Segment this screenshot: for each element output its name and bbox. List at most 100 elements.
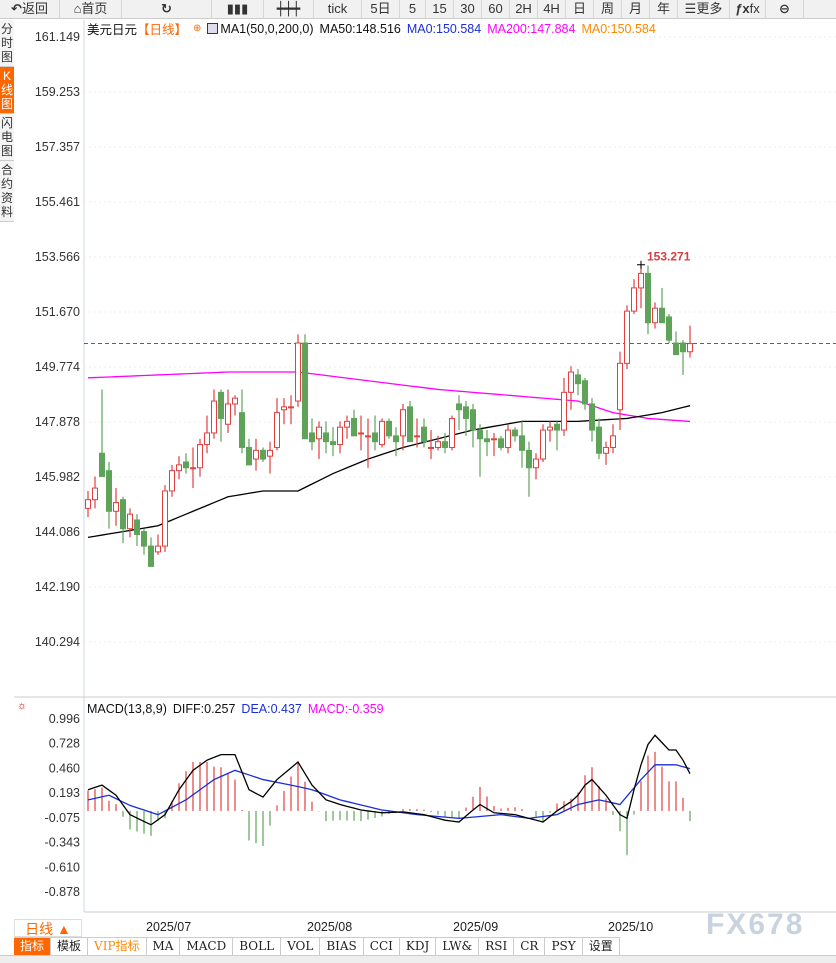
candle-up xyxy=(400,409,406,437)
toolbar-button-更多[interactable]: ☰更多 xyxy=(678,0,730,19)
candle-down xyxy=(442,441,448,448)
toolbar-button-60[interactable]: 60 xyxy=(482,0,510,19)
indicator-tab[interactable]: 模板 xyxy=(51,938,89,956)
side-tabs: 分时图 K线图 闪电图 合约资料 xyxy=(0,20,14,222)
period-label: 【日线】 xyxy=(137,23,188,37)
indicator-tab[interactable]: BOLL xyxy=(233,938,282,956)
toolbar-button-2H[interactable]: 2H xyxy=(510,0,538,19)
indicator-tab[interactable]: 指标 xyxy=(14,938,52,956)
candle-up xyxy=(211,400,217,434)
dea-line xyxy=(87,764,691,819)
candle-down xyxy=(386,420,392,437)
candle-down xyxy=(372,432,378,443)
high-marker-icon xyxy=(637,260,645,269)
candle-up xyxy=(204,432,210,446)
candle-down xyxy=(659,307,665,324)
side-tab[interactable]: 闪电图 xyxy=(0,114,14,161)
toolbar-button-周[interactable]: 周 xyxy=(594,0,622,19)
candle-up xyxy=(288,406,294,409)
indicator-tab[interactable]: CR xyxy=(514,938,546,956)
toolbar-button-返回[interactable]: ↶返回 xyxy=(0,0,60,19)
candle-down xyxy=(666,316,672,341)
candle-up xyxy=(365,435,371,438)
candle-up xyxy=(561,391,567,431)
candle-down xyxy=(680,342,686,353)
candle-up xyxy=(295,342,301,402)
candle-up xyxy=(337,426,343,446)
candle-down xyxy=(393,435,399,443)
bar-chart-icon: ▮▮▮ xyxy=(226,1,249,16)
toolbar-label: 4H xyxy=(543,1,560,16)
y-tick-label: 142.190 xyxy=(35,580,80,594)
indicator-tab[interactable]: VIP指标 xyxy=(88,938,147,956)
indicator-tab[interactable]: LW& xyxy=(436,938,480,956)
toolbar-button-zoom-out-icon[interactable]: ⊖ xyxy=(766,0,804,19)
side-tab[interactable]: K线图 xyxy=(0,67,14,114)
candle-up xyxy=(344,420,350,428)
candlestick-icon: ┿┿┿ xyxy=(276,1,301,16)
diff-value: DIFF:0.257 xyxy=(172,702,236,716)
candle-up xyxy=(162,490,168,547)
y-tick-label: 149.774 xyxy=(35,360,80,374)
toolbar-button-日[interactable]: 日 xyxy=(566,0,594,19)
ma200-line xyxy=(87,371,691,423)
y-tick-label: 159.253 xyxy=(35,85,80,99)
y-tick-label: 151.670 xyxy=(35,305,80,319)
indicator-tab[interactable]: KDJ xyxy=(399,938,437,956)
indicator-tab[interactable]: RSI xyxy=(479,938,515,956)
toolbar-button-月[interactable]: 月 xyxy=(622,0,650,19)
toolbar-button-30[interactable]: 30 xyxy=(454,0,482,19)
formula-icon: ƒx xyxy=(735,1,750,16)
symbol-label: 美元日元 xyxy=(87,23,138,37)
candle-up xyxy=(540,429,546,460)
toolbar-label: 首页 xyxy=(81,1,108,16)
macd-legend: MACD(13,8,9) DIFF:0.257 DEA:0.437 MACD:-… xyxy=(87,702,384,716)
indicator-tab[interactable]: 设置 xyxy=(582,938,620,956)
y-tick-label: 155.461 xyxy=(35,195,80,209)
side-tab[interactable]: 合约资料 xyxy=(0,161,14,222)
indicator-icon[interactable] xyxy=(207,23,219,34)
toolbar-button-candlestick-icon[interactable]: ┿┿┿ xyxy=(264,0,314,19)
indicator-tab[interactable]: VOL xyxy=(281,938,321,956)
candle-up xyxy=(127,513,133,530)
toolbar-button-5日[interactable]: 5日 xyxy=(362,0,400,19)
settings-icon[interactable]: ⊕ xyxy=(193,23,202,34)
indicator-tab[interactable]: BIAS xyxy=(320,938,364,956)
toolbar-label: 返回 xyxy=(21,1,48,16)
macd-tick-label: -0.075 xyxy=(45,811,80,825)
period-selector[interactable]: 日线 ▲ xyxy=(14,919,82,937)
toolbar-button-5[interactable]: 5 xyxy=(400,0,426,19)
diff-line xyxy=(87,734,691,826)
toolbar-button-首页[interactable]: ⌂首页 xyxy=(60,0,122,19)
candle-down xyxy=(645,272,651,324)
candle-down xyxy=(407,406,413,443)
indicator-tab[interactable]: MACD xyxy=(180,938,234,956)
candle-up xyxy=(435,441,441,448)
side-tab[interactable]: 分时图 xyxy=(0,20,14,67)
toolbar-button-tick[interactable]: tick xyxy=(314,0,362,19)
candle-up xyxy=(568,371,574,393)
indicator-tab[interactable]: PSY xyxy=(545,938,583,956)
indicator-tab[interactable]: CCI xyxy=(363,938,400,956)
home-icon: ⌂ xyxy=(73,1,82,16)
indicator-tab[interactable]: MA xyxy=(146,938,181,956)
indicator-tabs: 指标 模板 VIP指标 MA MACD BOLL VOL BIAS CCI KDJ LW& RSI CR… xyxy=(14,937,620,956)
ma200-value: MA200:147.884 xyxy=(487,21,576,36)
toolbar-button-fx[interactable]: ƒxfx xyxy=(730,0,766,19)
horizontal-scrollbar[interactable] xyxy=(0,955,836,963)
candle-down xyxy=(596,426,602,454)
y-tick-label: 161.149 xyxy=(35,30,80,44)
toolbar-button-15[interactable]: 15 xyxy=(426,0,454,19)
toolbar-button-refresh-icon[interactable]: ↻ xyxy=(122,0,212,19)
toolbar-button-bar-chart-icon[interactable]: ▮▮▮ xyxy=(212,0,264,19)
back-arrow-icon: ↶ xyxy=(11,1,22,16)
candle-down xyxy=(484,438,490,443)
macd-settings-icon[interactable]: ☼ xyxy=(17,700,28,712)
toolbar-label: 60 xyxy=(488,1,503,16)
toolbar-button-4H[interactable]: 4H xyxy=(538,0,566,19)
toolbar-label: 2H xyxy=(515,1,532,16)
toolbar-label: 月 xyxy=(628,1,642,16)
toolbar-button-年[interactable]: 年 xyxy=(650,0,678,19)
candle-down xyxy=(589,403,595,431)
